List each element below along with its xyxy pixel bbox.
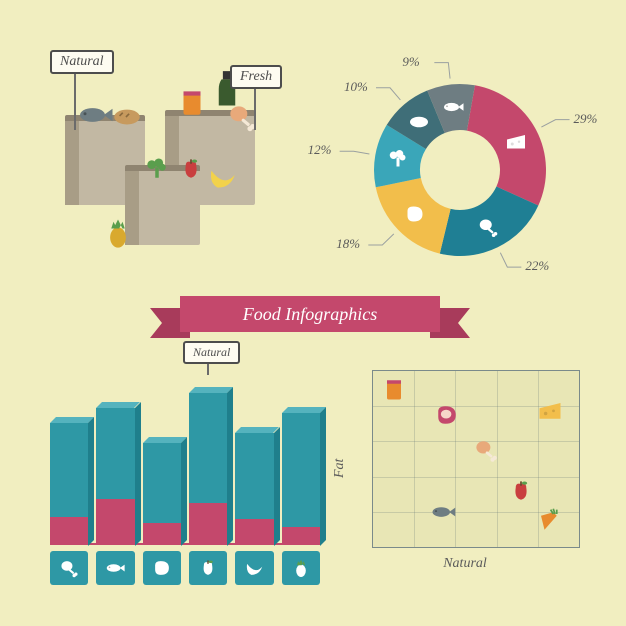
pineapple-icon [100,215,136,251]
broccoli-icon [384,145,412,173]
broccoli-icon [143,155,171,183]
bar [143,443,181,543]
bar [50,423,88,543]
cheese-icon [536,396,564,424]
sign-natural-bar: Natural [183,341,240,364]
donut-slice-label: 10% [344,79,368,95]
fish-icon [429,498,457,526]
bar-chart: Natural [50,365,320,585]
sign-fresh: Fresh [230,65,282,89]
drumstick-icon [474,213,502,241]
drumstick-icon [472,436,500,464]
bar [282,413,320,543]
grocery-bags: NaturalFresh [55,55,295,245]
steak-icon [433,401,461,429]
donut-slice-label: 22% [525,258,549,274]
bar [235,433,273,543]
banana-icon [235,551,273,585]
x-axis-label: Natural [443,556,487,572]
infographic-canvas: NaturalFresh29%22%18%12%10%9% Food Infog… [0,0,626,626]
apple-icon [189,551,227,585]
fish-icon [439,93,467,121]
y-axis-label: Fat [332,459,348,478]
donut-chart: 29%22%18%12%10%9% [330,50,590,270]
bar [96,408,134,543]
steak-icon [401,200,429,228]
bread-icon [405,108,433,136]
apple-icon [177,155,205,183]
banana-icon [205,160,239,194]
carrot-icon [534,507,562,535]
sign-natural: Natural [50,50,114,74]
bar [189,393,227,543]
chips-icon [380,375,408,403]
fish-icon [96,551,134,585]
donut-slice-label: 9% [402,54,419,70]
donut-slice-label: 18% [336,236,360,252]
donut-slice-label: 12% [308,142,332,158]
bread-icon [110,100,144,134]
apple-icon [507,477,535,505]
drumstick-icon [50,551,88,585]
cheese-icon [502,127,530,155]
donut-slice-label: 29% [574,111,598,127]
title-ribbon: Food Infographics [150,290,470,338]
chips-icon [175,85,209,119]
pineapple-icon [282,551,320,585]
steak-icon [143,551,181,585]
title-text: Food Infographics [180,296,440,332]
fish-icon [75,95,115,135]
scatter-chart: FatNatural [350,370,580,570]
